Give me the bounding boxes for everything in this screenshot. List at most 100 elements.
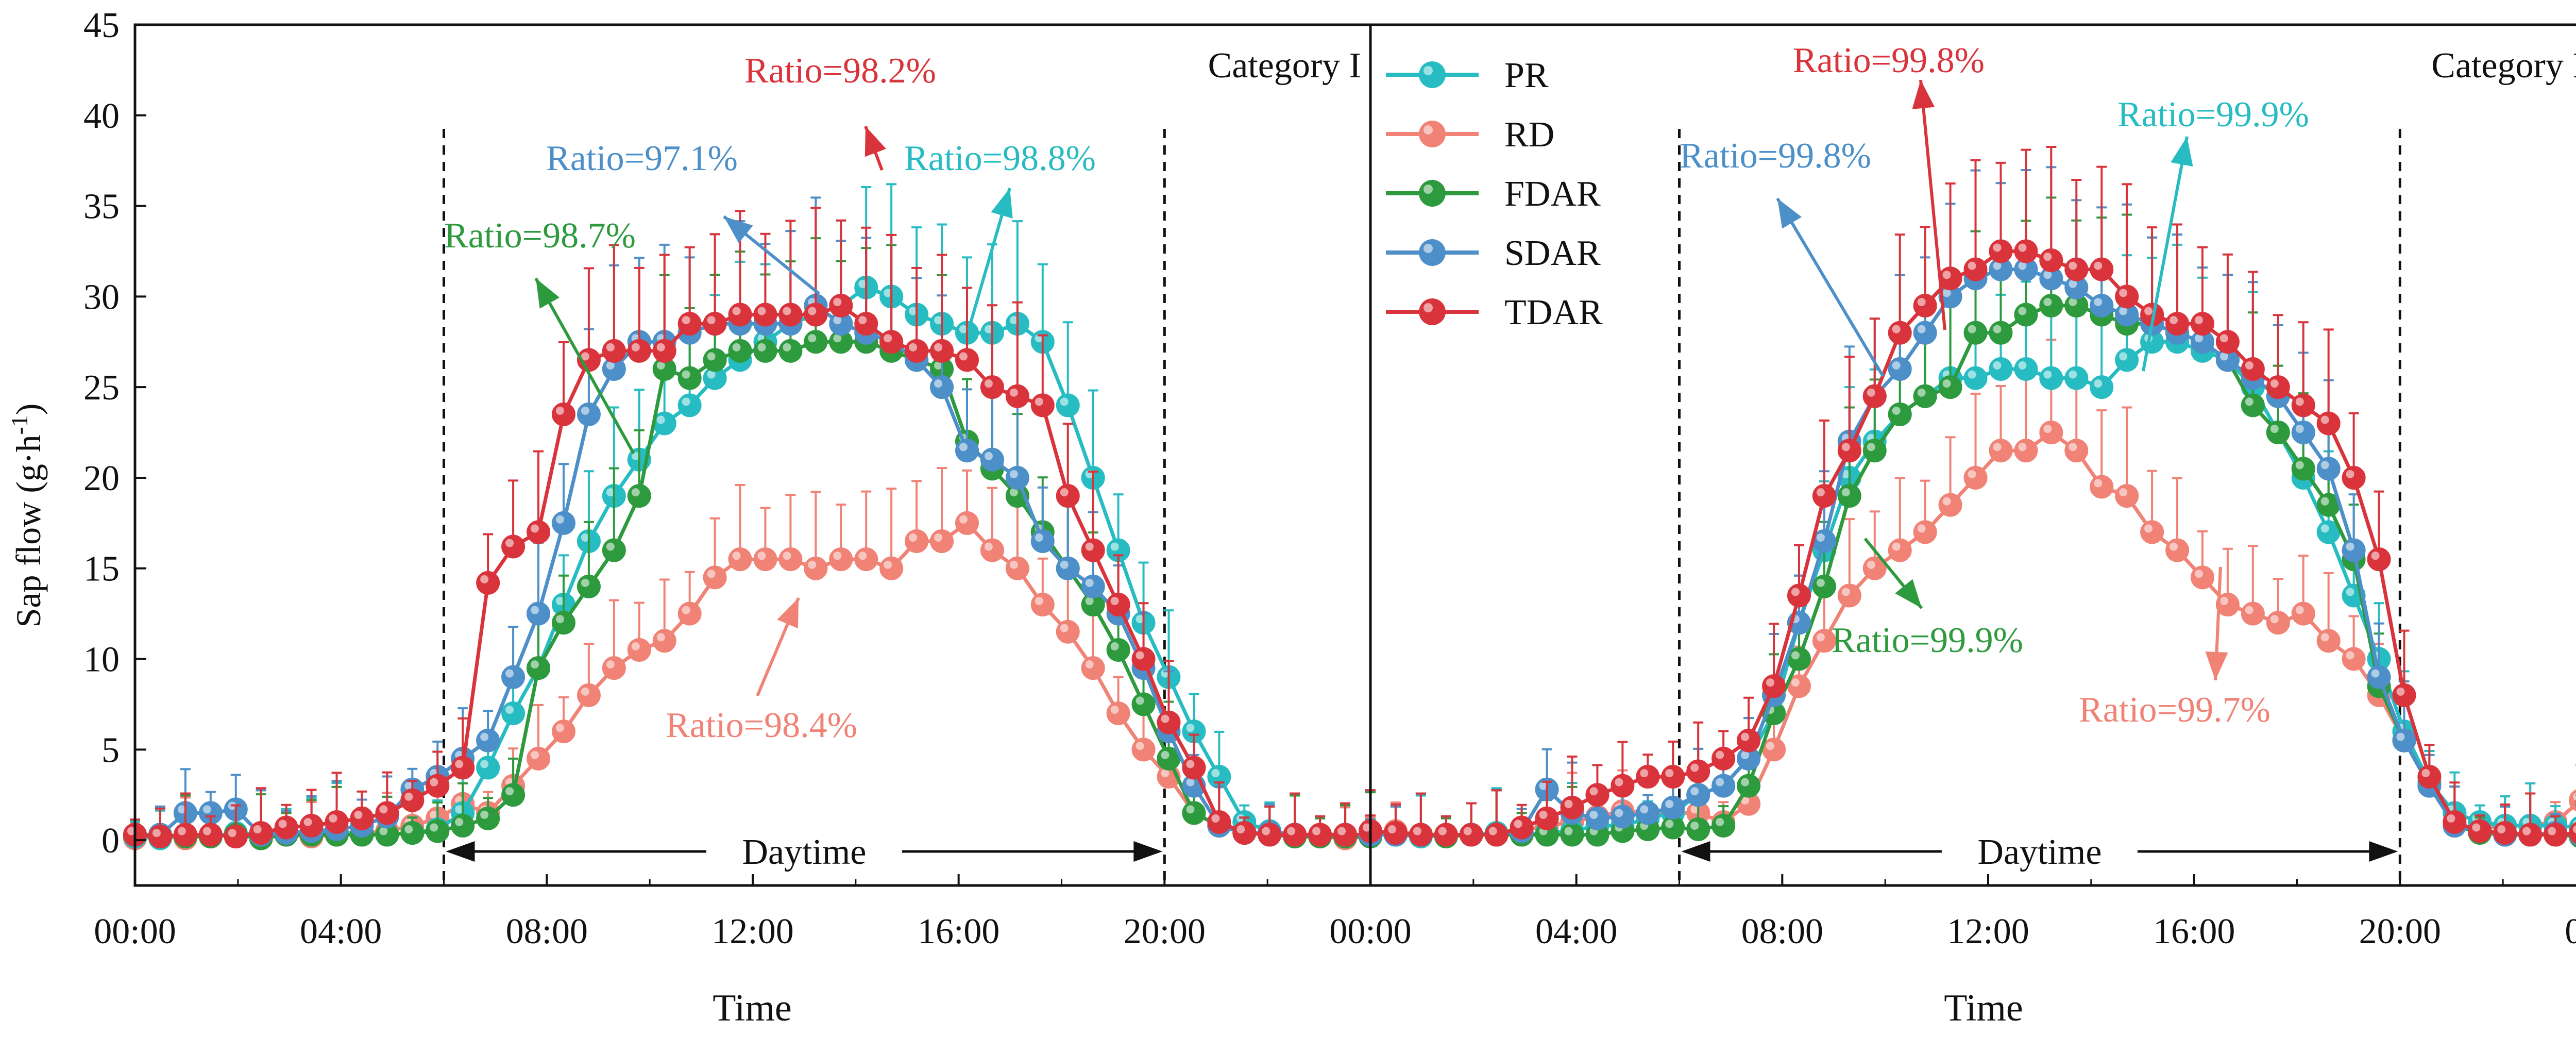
legend-label: PR	[1504, 56, 1549, 95]
series-line	[135, 288, 1370, 839]
data-point	[2166, 539, 2189, 562]
data-point-highlight	[1993, 243, 2001, 252]
data-point-highlight	[354, 811, 362, 819]
data-point	[2090, 476, 2113, 498]
data-point-highlight	[1111, 543, 1119, 551]
data-point	[1309, 824, 1331, 846]
data-point	[1863, 385, 1886, 408]
data-point-highlight	[2094, 479, 2102, 488]
data-point	[527, 603, 550, 625]
data-point-highlight	[733, 307, 741, 315]
data-point-highlight	[1211, 769, 1219, 777]
data-point	[1662, 796, 1684, 819]
data-point-highlight	[2346, 470, 2354, 478]
data-point	[1384, 822, 1407, 844]
data-point-highlight	[783, 551, 791, 560]
data-point-highlight	[2270, 425, 2279, 433]
data-point	[930, 340, 953, 362]
x-tick-label: 16:00	[918, 912, 999, 951]
data-point	[2368, 666, 2391, 689]
data-point-highlight	[2548, 827, 2556, 835]
legend-marker-highlight	[1423, 185, 1433, 194]
data-point	[1712, 814, 1735, 837]
data-point	[1132, 738, 1155, 761]
data-point	[2090, 294, 2113, 317]
data-point-highlight	[379, 805, 387, 813]
data-point	[956, 348, 978, 371]
data-point	[2014, 240, 2037, 262]
data-point-highlight	[2270, 615, 2279, 623]
data-point-highlight	[1842, 588, 1850, 596]
annotation-label: Ratio=99.7%	[2079, 690, 2270, 730]
data-point	[225, 825, 247, 848]
data-point-highlight	[2119, 488, 2127, 496]
data-point-highlight	[2069, 371, 2077, 379]
annotation-label: Ratio=97.1%	[546, 139, 738, 178]
data-point-highlight	[1892, 361, 1901, 370]
x-tick-label: 20:00	[2359, 912, 2441, 951]
data-point	[502, 702, 524, 725]
data-point-highlight	[1690, 764, 1699, 772]
x-tick-label: 00:00	[2565, 912, 2576, 951]
data-point	[1737, 775, 1760, 797]
daytime-label: Daytime	[1977, 832, 2102, 872]
data-point-highlight	[556, 724, 564, 732]
data-point	[401, 822, 423, 844]
data-point	[1687, 818, 1709, 841]
data-point-highlight	[1791, 588, 1800, 596]
data-point-highlight	[985, 543, 993, 551]
data-point	[376, 801, 398, 824]
data-point	[1989, 240, 2012, 262]
data-point	[1712, 775, 1735, 797]
data-point	[2317, 412, 2340, 434]
legend-item-tdar: TDAR	[1386, 293, 1603, 332]
data-point-highlight	[2396, 733, 2404, 741]
data-point	[2267, 611, 2290, 634]
data-point	[679, 394, 701, 416]
data-point-highlight	[1186, 760, 1194, 768]
data-point	[2544, 824, 2567, 846]
x-tick-label: 08:00	[1741, 912, 1823, 951]
data-point-highlight	[581, 688, 589, 696]
data-point-highlight	[1690, 787, 1699, 795]
data-point-highlight	[909, 343, 917, 352]
data-point-highlight	[1589, 811, 1598, 819]
data-point	[527, 521, 550, 543]
annotation-arrow-head	[2171, 137, 2193, 166]
data-point	[829, 548, 852, 571]
data-point-highlight	[2119, 289, 2127, 297]
data-point-highlight	[833, 298, 841, 306]
data-point-highlight	[1766, 742, 1774, 750]
data-point	[1889, 322, 1911, 344]
data-point	[1636, 765, 1659, 788]
data-point	[275, 816, 298, 839]
data-point-highlight	[1514, 819, 1522, 828]
data-point-highlight	[1111, 642, 1119, 650]
data-point	[2267, 421, 2290, 444]
data-point	[1410, 824, 1432, 846]
y-tick-label: 10	[83, 640, 120, 680]
data-point	[401, 789, 423, 812]
data-point-highlight	[1867, 389, 1875, 397]
data-point-highlight	[2144, 524, 2153, 532]
data-point	[804, 304, 827, 326]
data-point	[2090, 258, 2113, 281]
annotation-layer: Ratio=98.2%Ratio=97.1%Ratio=98.8%Ratio=9…	[444, 41, 2309, 745]
annotation-arrow-head	[865, 126, 886, 157]
annotation-label: Ratio=99.8%	[1680, 136, 1871, 176]
data-point	[1006, 385, 1029, 408]
data-point	[1057, 394, 1079, 416]
data-point-highlight	[2321, 633, 2329, 641]
data-point	[1788, 584, 1810, 607]
y-tick-label: 30	[83, 277, 120, 317]
data-point-highlight	[2195, 570, 2203, 578]
data-point-highlight	[505, 706, 514, 714]
data-point	[880, 330, 903, 353]
data-point-highlight	[1968, 470, 1976, 478]
ratio-annotation: Ratio=99.7%	[2079, 567, 2270, 730]
data-point-highlight	[1892, 407, 1901, 415]
data-point	[1485, 824, 1508, 846]
data-point-highlight	[1943, 271, 1951, 279]
